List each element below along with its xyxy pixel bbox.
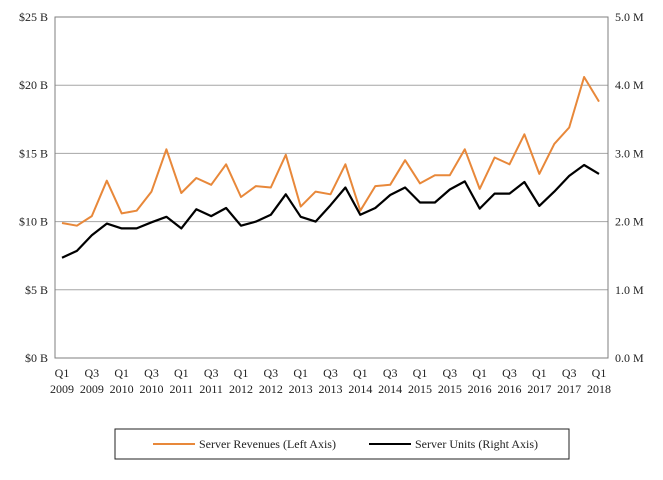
x-axis-year-label: 2011 <box>170 382 194 396</box>
right-axis-tick-label: 3.0 M <box>615 146 644 160</box>
x-axis-year-label: 2011 <box>199 382 223 396</box>
x-axis-year-label: 2009 <box>80 382 104 396</box>
x-axis-quarter-label: Q1 <box>174 366 189 380</box>
right-axis-tick-label: 4.0 M <box>615 78 644 92</box>
x-axis-quarter-label: Q3 <box>502 366 517 380</box>
x-axis-quarter-label: Q3 <box>383 366 398 380</box>
x-axis-year-label: 2016 <box>468 382 492 396</box>
x-axis-year-label: 2010 <box>140 382 164 396</box>
x-axis-year-label: 2018 <box>587 382 611 396</box>
x-axis-year-label: 2013 <box>289 382 313 396</box>
series-line-server-units <box>61 163 600 259</box>
plot-area-frame <box>54 16 609 359</box>
x-axis-quarter-label: Q1 <box>234 366 249 380</box>
x-axis-quarter-label: Q3 <box>204 366 219 380</box>
right-axis-tick-label: 0.0 M <box>615 351 644 365</box>
legend-label: Server Units (Right Axis) <box>415 437 538 451</box>
x-axis-quarter-label: Q3 <box>323 366 338 380</box>
x-axis-quarter-label: Q1 <box>592 366 607 380</box>
left-axis-tick-label: $20 B <box>19 78 48 92</box>
left-axis-tick-label: $5 B <box>25 283 48 297</box>
gridlines <box>55 16 608 359</box>
x-axis-quarter-label: Q3 <box>84 366 99 380</box>
x-axis-year-label: 2012 <box>229 382 253 396</box>
x-axis-quarter-label: Q3 <box>562 366 577 380</box>
left-axis-tick-label: $10 B <box>19 215 48 229</box>
x-axis-quarter-label: Q1 <box>293 366 308 380</box>
x-axis-quarter-label: Q1 <box>55 366 70 380</box>
x-axis-year-label: 2012 <box>259 382 283 396</box>
series-line-server-revenues <box>61 76 600 227</box>
x-axis-quarter-label: Q1 <box>114 366 129 380</box>
x-axis-year-label: 2015 <box>408 382 432 396</box>
x-axis-year-label: 2016 <box>498 382 522 396</box>
x-axis-quarter-label: Q1 <box>532 366 547 380</box>
x-axis-year-label: 2015 <box>438 382 462 396</box>
x-axis: Q1 2009 Q3 2009 Q1 2010 Q3 2010 Q1 2011 Q3 2011 Q1 20… <box>50 366 611 396</box>
x-axis-quarter-label: Q3 <box>442 366 457 380</box>
x-axis-year-label: 2014 <box>348 382 372 396</box>
right-axis-tick-label: 1.0 M <box>615 283 644 297</box>
left-axis-tick-label: $0 B <box>25 351 48 365</box>
x-axis-year-label: 2017 <box>557 382 581 396</box>
x-axis-year-label: 2014 <box>378 382 402 396</box>
left-axis-tick-label: $25 B <box>19 10 48 24</box>
x-axis-quarter-label: Q3 <box>263 366 278 380</box>
left-axis: $0 B $5 B $10 B $15 B $20 B $25 B <box>19 10 48 365</box>
left-axis-tick-label: $15 B <box>19 146 48 160</box>
x-axis-quarter-label: Q1 <box>353 366 368 380</box>
x-axis-year-label: 2009 <box>50 382 74 396</box>
legend: Server Revenues (Left Axis) Server Units … <box>114 428 570 460</box>
x-axis-quarter-label: Q3 <box>144 366 159 380</box>
x-axis-quarter-label: Q1 <box>413 366 428 380</box>
right-axis: 0.0 M 1.0 M 2.0 M 3.0 M 4.0 M 5.0 M <box>615 10 644 365</box>
legend-label: Server Revenues (Left Axis) <box>199 437 336 451</box>
x-axis-year-label: 2017 <box>527 382 551 396</box>
right-axis-tick-label: 2.0 M <box>615 215 644 229</box>
x-axis-year-label: 2010 <box>110 382 134 396</box>
series-lines <box>61 76 600 259</box>
x-axis-year-label: 2013 <box>319 382 343 396</box>
right-axis-tick-label: 5.0 M <box>615 10 644 24</box>
x-axis-quarter-label: Q1 <box>472 366 487 380</box>
